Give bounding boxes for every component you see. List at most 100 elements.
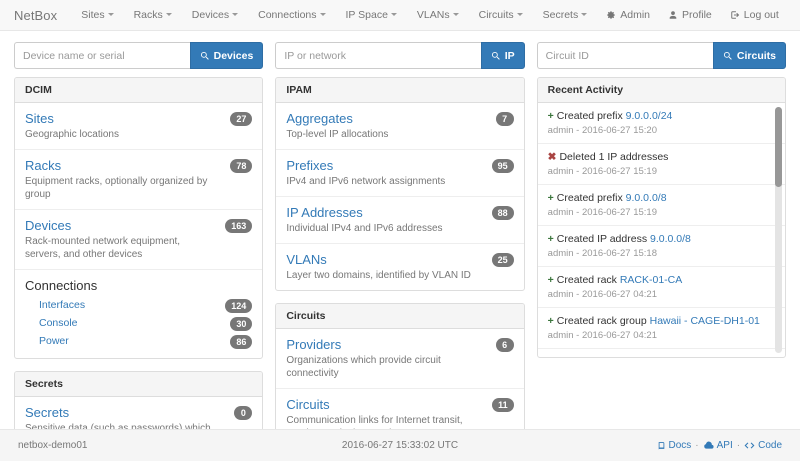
status-badge: 86 (230, 335, 253, 349)
ipam-item-vlans[interactable]: VLANs 25 Layer two domains, identified b… (276, 244, 523, 290)
activity-target-link[interactable]: 9.0.0.0/8 (625, 192, 667, 204)
activity-meta: admin - 2016-06-27 15:19 (547, 166, 657, 177)
panel-ipam: IPAM Aggregates 7 Top-level IP allocatio… (275, 77, 525, 291)
activity-scrollbar[interactable] (774, 107, 782, 353)
ipam-item-ip-addresses[interactable]: IP Addresses 88 Individual IPv4 and IPv6… (276, 197, 524, 244)
nav-label: Profile (682, 8, 712, 21)
dcim-link-racks[interactable]: Racks (25, 158, 62, 173)
nav-item-profile[interactable]: Profile (659, 0, 721, 31)
panel-secrets-title: Secrets (15, 372, 263, 397)
activity-action: Modified device type (559, 356, 655, 357)
nav-item-circuits[interactable]: Circuits (469, 0, 533, 31)
device-search-input[interactable] (14, 42, 190, 69)
activity-target-link[interactable]: Hawaii - CAGE-DH1-01 (649, 315, 760, 327)
secrets-link-secrets[interactable]: Secrets (25, 405, 70, 420)
activity-target-link[interactable]: RACK-01-CA (619, 274, 683, 286)
list-item[interactable]: + Created rack RACK-01-CA admin - 2016-06… (537, 267, 785, 308)
dcim-subitem-console[interactable]: Console 30 (25, 314, 253, 332)
status-badge: 95 (491, 159, 514, 173)
dcim-item-devices[interactable]: Devices 163 Rack-mounted network equipme… (15, 210, 263, 270)
chevron-down-icon (232, 13, 239, 17)
ipam-desc-vlans: Layer two domains, identified by VLAN ID (286, 270, 471, 281)
nav-label: IP Space (345, 8, 388, 21)
list-item[interactable]: + Created IP address 9.0.0.0/8 admin - 20… (537, 226, 785, 267)
panel-dcim-body: Sites 27 Geographic locations Racks 78 E… (15, 103, 263, 358)
dcim-link-console[interactable]: Console (39, 317, 78, 329)
nav-item-logout[interactable]: Log out (721, 0, 788, 31)
column-middle: IPAM Aggregates 7 Top-level IP allocatio… (275, 77, 525, 461)
main-nav: Sites Racks Devices Connections IP Space… (71, 0, 597, 31)
panel-dcim-title: DCIM (15, 78, 263, 103)
nav-item-secrets[interactable]: Secrets (533, 0, 598, 31)
nav-item-vlans[interactable]: VLANs (407, 0, 469, 31)
chevron-down-icon (390, 13, 397, 17)
footer-links: Docs · API · Code (527, 440, 782, 451)
circuits-link-providers[interactable]: Providers (286, 337, 342, 352)
circuits-item-providers[interactable]: Providers 6 Organizations which provide … (276, 329, 524, 389)
activity-meta: admin - 2016-06-27 04:21 (547, 330, 657, 341)
footer-link-code[interactable]: Code (744, 440, 782, 451)
status-badge: 6 (495, 338, 514, 352)
status-badge: 25 (491, 253, 514, 267)
nav-item-connections[interactable]: Connections (248, 0, 335, 31)
status-badge: 11 (492, 398, 514, 412)
chevron-down-icon (319, 13, 326, 17)
dcim-link-interfaces[interactable]: Interfaces (39, 299, 86, 311)
dcim-item-racks[interactable]: Racks 78 Equipment racks, optionally org… (15, 150, 263, 210)
list-item[interactable]: + Created prefix 9.0.0.0/8 admin - 2016-0… (537, 185, 785, 226)
panel-recent-activity: Recent Activity + Created prefix 9.0.0.0/… (536, 77, 786, 358)
circuits-link-circuits[interactable]: Circuits (286, 397, 330, 412)
list-item[interactable]: ✖ Deleted 1 IP addresses admin - 2016-06-… (537, 144, 785, 185)
dcim-item-sites[interactable]: Sites 27 Geographic locations (15, 103, 263, 150)
nav-item-ip-space[interactable]: IP Space (336, 0, 407, 31)
ipam-link-aggregates[interactable]: Aggregates (286, 111, 353, 126)
footer-separator: · (736, 440, 741, 451)
ipam-item-prefixes[interactable]: Prefixes 95 IPv4 and IPv6 network assign… (276, 150, 524, 197)
dcim-link-devices[interactable]: Devices (25, 218, 72, 233)
ipam-desc-ip-addresses: Individual IPv4 and IPv6 addresses (286, 223, 443, 234)
plus-icon: + (547, 110, 554, 122)
footer: netbox-demo01 2016-06-27 15:33:02 UTC Do… (0, 429, 800, 461)
activity-meta: admin - 2016-06-27 15:19 (547, 207, 657, 218)
panel-ipam-title: IPAM (276, 78, 524, 103)
activity-action: Deleted 1 IP addresses (559, 151, 669, 163)
dcim-subitem-power[interactable]: Power 86 (25, 332, 253, 350)
list-item[interactable]: ✎Modified device type Dell PowerEdge R63… (538, 349, 785, 357)
column-left: DCIM Sites 27 Geographic locations Racks… (14, 77, 264, 461)
ipam-link-vlans[interactable]: VLANs (286, 252, 327, 267)
dcim-subitem-interfaces[interactable]: Interfaces 124 (25, 296, 253, 314)
list-item[interactable]: + Created rack group Hawaii - CAGE-DH1-01… (537, 308, 785, 349)
dcim-link-power[interactable]: Power (39, 335, 69, 347)
code-icon (744, 441, 755, 450)
footer-link-label: Docs (668, 440, 692, 451)
nav-item-devices[interactable]: Devices (182, 0, 248, 31)
activity-target-link[interactable]: Dell PowerEdge R630 (658, 356, 761, 357)
circuit-search-input[interactable] (536, 42, 713, 69)
nav-item-admin[interactable]: Admin (597, 0, 659, 31)
footer-link-api[interactable]: API (703, 440, 733, 451)
nav-item-sites[interactable]: Sites (71, 0, 123, 31)
ip-search-input[interactable] (275, 42, 481, 69)
ip-search-button[interactable]: IP (480, 42, 525, 69)
activity-target-link[interactable]: 9.0.0.0/24 (625, 110, 673, 122)
ipam-link-ip-addresses[interactable]: IP Addresses (286, 205, 363, 220)
activity-scrollbar-thumb[interactable] (774, 107, 782, 187)
brand-logo[interactable]: NetBox (14, 7, 58, 23)
nav-item-racks[interactable]: Racks (124, 0, 182, 31)
activity-target-link[interactable]: 9.0.0.0/8 (650, 233, 691, 245)
device-search-button[interactable]: Devices (189, 42, 264, 69)
status-badge: 78 (230, 159, 253, 173)
plus-icon: + (547, 315, 554, 327)
ip-search-button-label: IP (504, 49, 515, 62)
circuit-search-button[interactable]: Circuits (712, 42, 786, 69)
ipam-link-prefixes[interactable]: Prefixes (286, 158, 334, 173)
activity-line: + Created rack RACK-01-CA (548, 273, 765, 287)
dcim-link-sites[interactable]: Sites (25, 111, 54, 126)
dcim-desc-devices: Rack-mounted network equipment, servers,… (25, 236, 181, 260)
footer-separator: · (695, 440, 699, 451)
panel-ipam-body: Aggregates 7 Top-level IP allocations Pr… (276, 103, 524, 290)
footer-link-docs[interactable]: Docs (657, 440, 692, 451)
list-item[interactable]: + Created prefix 9.0.0.0/24 admin - 2016-… (537, 103, 785, 144)
activity-line: + Created prefix 9.0.0.0/24 (548, 109, 765, 123)
ipam-item-aggregates[interactable]: Aggregates 7 Top-level IP allocations (276, 103, 524, 150)
